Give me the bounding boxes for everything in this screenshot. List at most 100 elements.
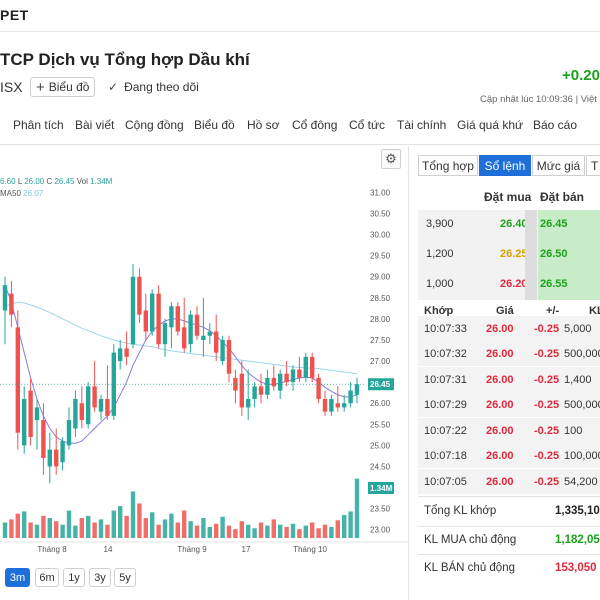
y-tick-label: 30.50 (370, 210, 391, 219)
nav-item-dividends[interactable]: Cổ tức (349, 118, 386, 132)
volume-bar (182, 510, 187, 538)
tab-price-level[interactable]: Mức giá (532, 155, 585, 176)
orderbook-row[interactable]: 1,000 26.20 26.55 (418, 270, 600, 300)
y-tick-label: 23.50 (370, 505, 391, 514)
trade-volume: 500,000 (564, 348, 600, 360)
volume-bar (54, 521, 59, 538)
summary-sell-row: KL BÁN chủ động 153,050 (418, 555, 600, 583)
legend-open-fragment: 6.60 (0, 177, 16, 186)
trade-price: 26.00 (486, 476, 514, 488)
trade-row[interactable]: 10:07:05 26.00 -0.25 54,200 (418, 469, 600, 494)
range-3y-button[interactable]: 3y (89, 568, 111, 587)
volume-bar (150, 512, 155, 538)
check-icon: ✓ (108, 80, 119, 94)
ma50-line (4, 301, 358, 375)
price-chart[interactable]: 31.00 30.50 30.00 29.50 29.00 28.50 28.00 27.50… (0, 146, 408, 600)
nav-item-reports[interactable]: Báo cáo (533, 118, 578, 132)
bid-depth-bar (525, 240, 537, 270)
volume-bar (188, 521, 193, 538)
volume-bar (9, 519, 14, 538)
volume-bar (220, 516, 225, 538)
candle-body (310, 356, 315, 378)
candle-body (220, 339, 225, 362)
trade-row[interactable]: 10:07:29 26.00 -0.25 500,000 (418, 392, 600, 417)
volume-bar (284, 526, 289, 538)
brand-logo[interactable]: PET (0, 7, 29, 23)
trades-header-time: Khớp (424, 305, 454, 317)
volume-bar (2, 522, 8, 538)
nav-item-community[interactable]: Cộng đồng (125, 118, 184, 132)
volume-bar (79, 518, 84, 538)
gear-icon[interactable]: ⚙ (381, 149, 401, 169)
stock-title: TCP Dịch vụ Tổng hợp Dầu khí (0, 50, 250, 69)
trades-header-price: Giá (496, 305, 514, 317)
trade-row[interactable]: 10:07:32 26.00 -0.25 500,000 (418, 341, 600, 366)
price-change: +0.20 (562, 67, 600, 84)
volume-bar (175, 522, 180, 538)
nav-item-history[interactable]: Giá quá khứ (457, 118, 524, 132)
trade-row[interactable]: 10:07:31 26.00 -0.25 1,400 (418, 367, 600, 392)
candle-body (265, 377, 270, 395)
candle-body (214, 331, 219, 353)
range-1y-button[interactable]: 1y (63, 568, 85, 587)
bid-volume: 1,000 (426, 278, 454, 290)
volume-bar (278, 524, 283, 538)
x-tick-label: Tháng 10 (293, 545, 327, 554)
summary-value: 153,050 (555, 562, 597, 574)
bid-price: 26.20 (500, 278, 528, 290)
candle-body (105, 398, 110, 416)
range-5y-button[interactable]: 5y (114, 568, 136, 587)
trade-time: 10:07:18 (424, 450, 467, 462)
candle-body (111, 352, 116, 416)
ask-price: 26.55 (538, 270, 600, 300)
y-tick-label: 29.00 (370, 273, 391, 282)
trade-change: -0.25 (534, 425, 560, 437)
trade-row[interactable]: 10:07:18 26.00 -0.25 100,000 (418, 443, 600, 468)
trade-change: -0.25 (534, 323, 560, 335)
follow-button[interactable]: ✓ Đang theo dõi (108, 80, 199, 94)
tab-more[interactable]: T (586, 155, 600, 176)
candle-body (98, 398, 104, 412)
range-6m-button[interactable]: 6m (35, 568, 59, 587)
trade-row[interactable]: 10:07:33 26.00 -0.25 5,000 (418, 316, 600, 341)
trade-time: 10:07:31 (424, 374, 467, 386)
orderbook-row[interactable]: 1,200 26.25 26.50 (418, 240, 600, 270)
candle-body (54, 449, 59, 467)
tab-summary[interactable]: Tổng hợp (418, 155, 478, 176)
legend-c-value: 26.45 (54, 177, 75, 186)
ma-value: 26.07 (23, 189, 44, 198)
nav-item-analysis[interactable]: Phân tích (13, 118, 64, 132)
range-3m-button[interactable]: 3m (5, 568, 30, 587)
summary-divider (418, 554, 600, 555)
ma-label: MA50 (0, 189, 21, 198)
bid-header: Đặt mua (484, 190, 532, 204)
volume-bar (290, 523, 296, 538)
volume-bar (258, 522, 264, 538)
nav-item-articles[interactable]: Bài viết (75, 118, 115, 132)
volume-bar (297, 529, 302, 538)
candle-body (252, 386, 257, 399)
nav-item-profile[interactable]: Hồ sơ (247, 118, 280, 132)
chart-button[interactable]: + Biểu đồ (30, 77, 95, 97)
orderbook-row[interactable]: 3,900 26.40 26.45 (418, 210, 600, 240)
ask-price: 26.45 (538, 210, 600, 240)
nav-item-chart[interactable]: Biểu đồ (194, 118, 235, 132)
y-tick-label: 29.50 (370, 252, 391, 261)
nav-item-shareholders[interactable]: Cổ đông (292, 118, 338, 132)
follow-label: Đang theo dõi (124, 80, 199, 94)
stock-nav: Phân tích Bài viết Cộng đồng Biểu đồ Hồ … (0, 112, 600, 140)
candle-body (354, 384, 360, 395)
nav-item-financials[interactable]: Tài chính (397, 118, 447, 132)
trade-volume: 500,000 (564, 399, 600, 411)
trade-change: -0.25 (534, 399, 560, 411)
tab-orderbook[interactable]: Sổ lệnh (479, 155, 531, 176)
volume-bar (111, 510, 116, 538)
trade-volume: 100 (564, 425, 583, 437)
chart-panel[interactable]: 31.00 30.50 30.00 29.50 29.00 28.50 28.00 27.50… (0, 146, 408, 600)
summary-divider (418, 496, 600, 497)
y-tick-label: 25.50 (370, 420, 391, 429)
volume-bar (118, 506, 123, 538)
candle-body (118, 348, 123, 362)
x-tick-label: 14 (104, 545, 113, 554)
trade-row[interactable]: 10:07:22 26.00 -0.25 100 (418, 418, 600, 443)
